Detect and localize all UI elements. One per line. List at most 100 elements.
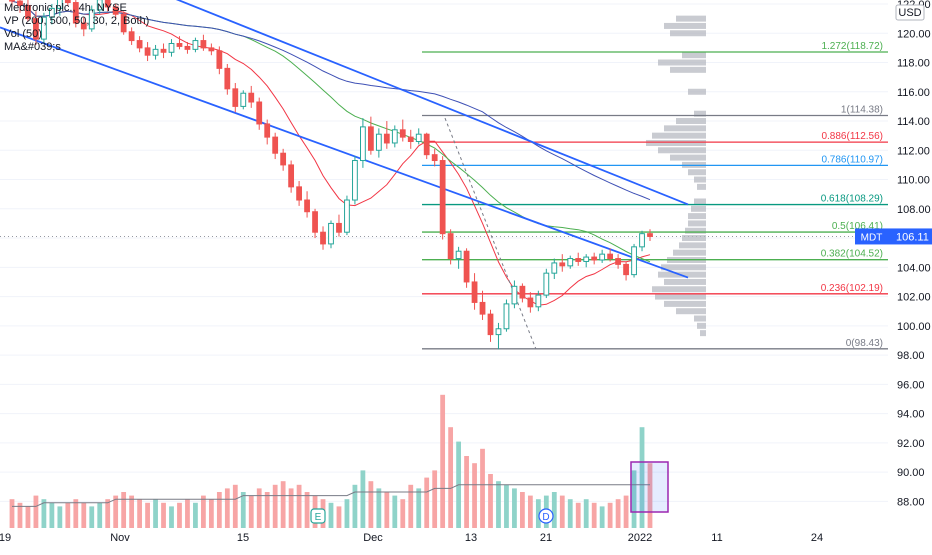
vp-bar [688,88,706,95]
volume-bar [591,502,597,528]
candle-body [639,233,645,248]
price-tick-label: 120.00 [897,28,931,40]
time-tick-label: 24 [811,532,823,544]
volume-bar [25,506,31,528]
candle-body [144,47,151,56]
currency-label: USD [898,7,921,19]
volume-bar [129,495,135,528]
vp-bar [664,125,706,132]
candle-body [367,126,374,151]
volume-bar [137,499,142,528]
vp-bar [658,147,706,154]
vp-bar [652,132,706,139]
vp-bar [682,52,706,59]
volume-bar [567,499,573,528]
volume-bar [177,502,182,528]
volume-bar [185,499,190,528]
price-tick-label: 98.00 [897,350,925,362]
volume-bar [73,499,79,528]
fib-label: 0.236(102.19) [821,283,883,294]
candle-body [431,154,438,162]
candle-body [352,160,358,201]
price-tick-label: 92.00 [897,438,925,450]
vp-bar [664,300,706,307]
candle-body [407,136,414,143]
fib-label: 1.272(118.72) [821,41,883,52]
candle-body [152,48,159,56]
volume-bar [208,499,214,528]
fibonacci-levels: 1.272(118.72) 1(114.38) 0.886(112.56) 0.786… [422,41,888,350]
vp-bar [664,278,706,285]
volume-bar [336,506,342,528]
symbol-tag: MDT [861,232,883,243]
volume-bar [575,502,581,528]
vp-bar [700,330,706,337]
candle-body [439,160,446,235]
vp-bar [688,220,706,227]
vp-bar [664,22,706,29]
vp-bar [688,169,706,176]
candle-body [176,42,183,47]
volume-bar [49,502,55,528]
volume-bar [89,506,95,528]
volume-bar [97,502,103,528]
volume-bar [512,488,517,528]
candle-body [160,48,167,53]
lower-trend-line [0,26,689,279]
volume-bar [496,481,501,528]
price-tick-label: 104.00 [897,262,931,274]
volume-bar [631,470,637,528]
candle-body [447,233,454,260]
volume-bar [153,499,158,528]
candle-body [455,250,462,260]
time-axis: 19 Nov 15 Dec 13 21 2022 11 24 [0,532,823,544]
candle-body [503,303,510,330]
price-tick-label: 94.00 [897,409,925,421]
candle-body [360,126,366,162]
volume-bar [599,506,605,528]
volume-ma-line [12,484,650,507]
volume-bar [193,502,198,528]
candle-body [248,92,255,103]
volume-bar [551,492,557,528]
legend-vol: Vol (50) [4,28,42,40]
candle-body [599,253,606,261]
dividend-letter: D [542,512,549,523]
price-tick-label: 88.00 [897,496,925,508]
currency-badge [895,4,925,21]
price-tick-label: 108.00 [897,204,931,216]
candle-body [328,222,334,245]
highlight-box [630,461,669,513]
volume-bar [105,499,111,528]
volume-profile [646,15,706,337]
candle-body [48,7,55,18]
vp-bar [676,15,706,22]
candle-body [256,101,263,125]
volume-bar [352,484,358,528]
vp-bar [694,315,706,322]
volume-bar [639,427,645,528]
candle-body [615,258,621,265]
volume-bar [392,495,398,528]
candle-body [56,0,63,9]
earnings-letter: E [315,512,322,523]
volume-bar [240,492,246,528]
candle-body [240,92,247,107]
candle-body [224,67,231,90]
candle-body [607,253,614,260]
time-tick-label: 2022 [628,532,652,544]
candle-body [583,256,590,262]
candle-body [535,294,542,308]
candle-body [304,199,310,213]
vp-bar [652,286,706,293]
vp-bar [676,308,706,315]
vp-bar [670,154,706,161]
fib-label: 0.382(104.52) [821,249,883,260]
vp-bar [655,293,706,300]
candle-body [25,4,31,20]
vp-bar [670,30,706,37]
volume-bar [623,495,629,528]
